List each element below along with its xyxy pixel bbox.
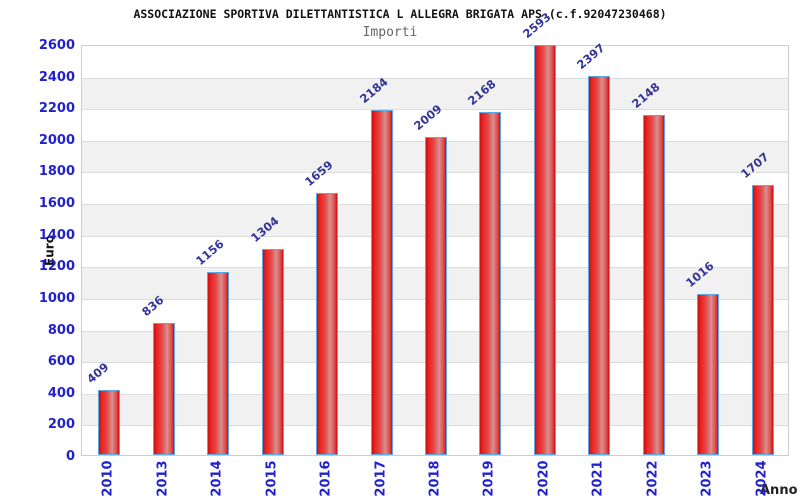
bar-2022 — [642, 115, 665, 455]
y-tick-label: 400 — [47, 385, 75, 401]
x-axis-title: Anno — [760, 483, 798, 498]
x-tick-label: 2013 — [155, 460, 171, 497]
y-tick-label: 200 — [47, 417, 75, 433]
y-tick-label: 800 — [47, 322, 75, 338]
y-tick-label: 1200 — [38, 259, 75, 275]
y-tick-label: 0 — [65, 449, 75, 464]
x-tick-label: 2024 — [754, 460, 770, 497]
bar-2019 — [479, 112, 502, 455]
x-tick-label: 2015 — [264, 460, 280, 497]
bar-2016 — [316, 192, 339, 455]
x-tick-label: 2017 — [373, 460, 389, 497]
bar-2018 — [425, 137, 447, 455]
y-tick-label: 1400 — [38, 227, 75, 243]
bar-2024 — [751, 185, 774, 455]
y-tick-label: 2200 — [38, 101, 75, 117]
y-tick-label: 1800 — [38, 164, 75, 180]
x-tick-label: 2021 — [590, 460, 606, 497]
x-tick-label: 2023 — [699, 460, 715, 497]
bar-2017 — [370, 109, 393, 455]
bar-2023 — [697, 294, 720, 455]
stripe-band — [82, 77, 788, 110]
chart-subtitle: Importi — [362, 25, 418, 40]
y-tick-label: 600 — [47, 354, 75, 370]
bar-2020 — [533, 45, 556, 455]
x-tick-label: 2019 — [481, 460, 497, 497]
y-tick-label: 2600 — [38, 38, 75, 53]
x-tick-label: 2010 — [100, 460, 116, 497]
y-tick-label: 1000 — [38, 290, 75, 306]
gridline — [82, 109, 788, 111]
bar-2021 — [588, 76, 611, 455]
x-tick-label: 2018 — [427, 460, 443, 497]
x-tick-label: 2022 — [645, 460, 661, 497]
bar-2010 — [98, 390, 121, 455]
y-tick-label: 2400 — [38, 69, 75, 85]
bar-2015 — [261, 248, 284, 455]
bar-2013 — [152, 322, 175, 455]
x-tick-label: 2014 — [209, 460, 225, 497]
plot-area — [81, 45, 789, 456]
x-tick-label: 2016 — [318, 460, 334, 497]
y-tick-label: 1600 — [38, 196, 75, 212]
bar-2014 — [207, 272, 230, 455]
y-tick-label: 2000 — [38, 132, 75, 148]
gridline — [82, 77, 788, 79]
chart-title: ASSOCIAZIONE SPORTIVA DILETTANTISTICA L … — [133, 7, 667, 21]
x-tick-label: 2020 — [536, 460, 552, 497]
